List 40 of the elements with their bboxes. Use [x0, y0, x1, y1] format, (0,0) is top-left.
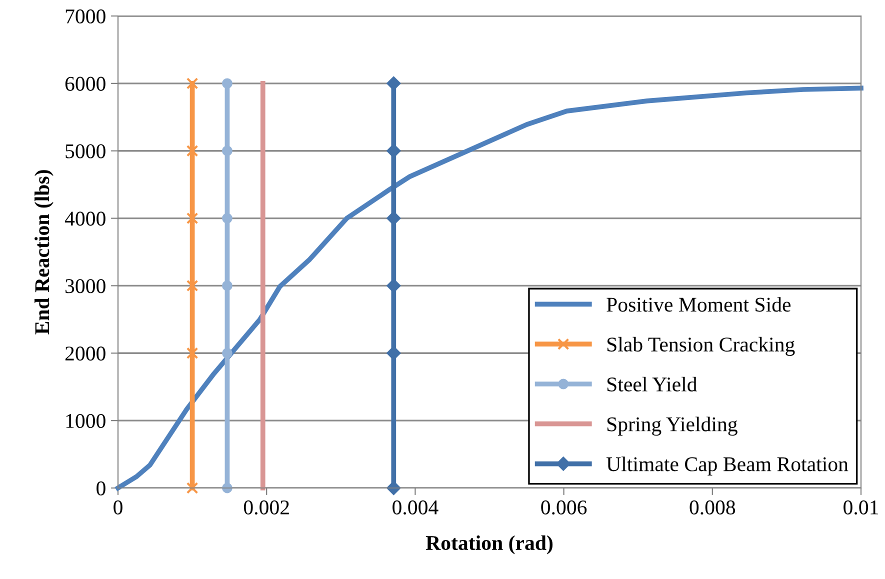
x-tick-label: 0.006: [541, 500, 587, 515]
x-tick-label: 0.002: [244, 500, 289, 515]
y-tick-label: 7000: [66, 9, 106, 24]
y-axis-title: End Reaction (lbs): [34, 170, 54, 334]
y-tick-label: 2000: [65, 346, 106, 361]
point: [222, 213, 232, 224]
x-axis-title: Rotation (rad): [426, 535, 553, 554]
x-tick-label: 0.01: [844, 500, 878, 515]
point: [386, 76, 401, 90]
point: [386, 144, 401, 158]
x-tick-label: 0: [114, 500, 122, 514]
point: [386, 278, 401, 293]
y-tick-label: 6000: [65, 76, 106, 91]
legend-label: Ultimate Cap Beam Rotation: [606, 456, 848, 476]
point: [222, 78, 232, 89]
y-tick-label: 5000: [66, 144, 106, 158]
point: [186, 144, 198, 157]
point: [222, 348, 232, 358]
point: [386, 346, 401, 360]
point: [386, 211, 401, 226]
line-series: [260, 81, 266, 490]
point: [222, 146, 232, 156]
y-tick-label: 4000: [64, 212, 106, 226]
point: [222, 482, 232, 494]
legend-label: Positive Moment Side: [606, 297, 791, 312]
y-tick-label: 3000: [66, 279, 106, 294]
point: [222, 280, 232, 291]
point: [186, 347, 198, 360]
y-tick-label: 0: [96, 481, 106, 496]
point: [186, 212, 198, 224]
y-tick-label: 1000: [66, 414, 106, 428]
legend-label: Slab Tension Cracking: [607, 336, 795, 356]
point: [186, 78, 198, 90]
legend-label: Spring Yielding: [607, 416, 738, 436]
x-tick-label: 0.008: [690, 500, 736, 515]
point: [386, 481, 401, 495]
point: [186, 280, 198, 292]
legend-label: Steel Yield: [607, 376, 698, 392]
point: [186, 482, 198, 494]
x-tick-label: 0.004: [392, 500, 438, 515]
